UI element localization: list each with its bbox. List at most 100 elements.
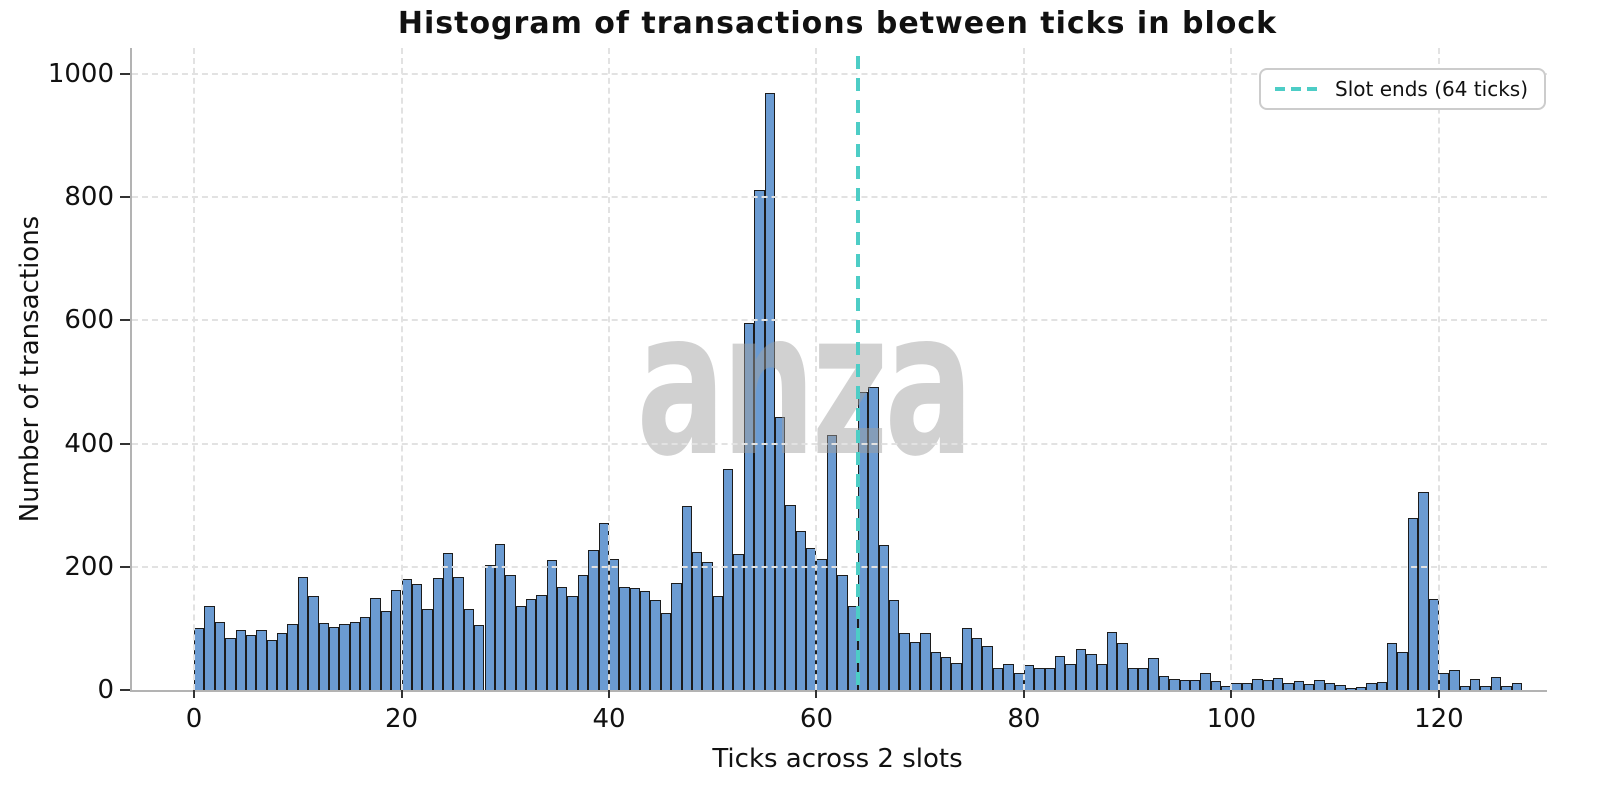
y-tick-mark [120, 565, 130, 568]
histogram-bar [909, 641, 921, 690]
histogram-bar [546, 560, 558, 690]
y-tick-label: 600 [64, 305, 114, 336]
histogram-bar [712, 596, 724, 690]
histogram-bar [1459, 685, 1470, 690]
histogram-bar [1075, 648, 1087, 690]
histogram-bar [723, 469, 734, 690]
histogram-bar [1355, 686, 1367, 690]
histogram-bar [588, 550, 599, 690]
gridline-vertical [1022, 48, 1025, 690]
y-tick-mark [120, 689, 130, 691]
histogram-bar [328, 626, 340, 690]
histogram-bar [1065, 664, 1076, 690]
histogram-bar [349, 622, 360, 690]
histogram-bar [1231, 682, 1242, 690]
histogram-bar [992, 667, 1004, 690]
histogram-bar [505, 574, 516, 690]
histogram-bar [474, 625, 485, 690]
histogram-bar [733, 553, 744, 690]
gridline-horizontal [132, 319, 1547, 322]
gridline-horizontal [132, 565, 1547, 568]
histogram-bar [1304, 684, 1315, 690]
x-tick-mark [1437, 690, 1440, 698]
histogram-bar [619, 587, 630, 690]
histogram-bar [1055, 656, 1066, 690]
histogram-bar [567, 596, 578, 690]
histogram-bar [214, 621, 226, 690]
histogram-bar [826, 434, 838, 690]
histogram-bar [972, 638, 983, 690]
histogram-bar [1158, 675, 1170, 690]
histogram-bar [889, 600, 900, 690]
histogram-bar [982, 646, 993, 690]
histogram-bar [1511, 682, 1522, 690]
histogram-bar [878, 545, 890, 690]
histogram-bar [702, 561, 713, 690]
x-tick-mark [607, 690, 610, 698]
histogram-bar [1117, 643, 1128, 690]
histogram-bar [318, 622, 329, 690]
y-tick-label: 200 [64, 551, 114, 582]
histogram-bar [1241, 682, 1253, 690]
histogram-bar [515, 606, 526, 690]
x-axis-label: Ticks across 2 slots [712, 744, 963, 774]
histogram-bar [1148, 657, 1159, 690]
y-tick-label: 400 [64, 428, 114, 459]
y-tick-mark [120, 73, 130, 75]
y-tick-mark [120, 196, 130, 199]
histogram-bar [629, 588, 641, 690]
histogram-bar [1314, 679, 1325, 690]
histogram-bar [577, 574, 589, 690]
histogram-bar [453, 576, 464, 690]
histogram-bar [774, 416, 786, 690]
histogram-bar [1293, 680, 1305, 690]
histogram-bar [526, 599, 537, 690]
histogram-bar [1283, 683, 1294, 690]
histogram-bar [1501, 685, 1512, 690]
x-tick-label: 80 [1007, 704, 1041, 734]
histogram-bar [1252, 678, 1263, 690]
histogram-bar [1044, 667, 1056, 690]
x-tick-mark [1230, 690, 1233, 698]
histogram-bar [1449, 670, 1460, 690]
histogram-bar [339, 624, 350, 690]
histogram-bar [743, 323, 755, 690]
histogram-bar [1366, 683, 1377, 690]
histogram-bar [1169, 678, 1180, 690]
histogram-bar [660, 613, 672, 690]
histogram-bar [940, 657, 952, 690]
histogram-bar [194, 628, 205, 690]
gridline-vertical [1437, 48, 1440, 690]
histogram-bar [1096, 664, 1107, 690]
histogram-bar [1438, 672, 1450, 690]
histogram-bar [1345, 687, 1356, 690]
histogram-bar [245, 634, 257, 690]
histogram-bar [1376, 682, 1388, 690]
histogram-bar [235, 630, 246, 690]
histogram-bar [1387, 643, 1398, 690]
histogram-bar [277, 633, 288, 690]
watermark-text: anza [636, 268, 973, 501]
histogram-bar [1272, 678, 1284, 690]
histogram-bar [754, 189, 765, 690]
histogram-bar [795, 531, 807, 690]
histogram-bar [411, 584, 423, 690]
legend: Slot ends (64 ticks) [1259, 68, 1546, 110]
histogram-bar [608, 558, 620, 690]
histogram-bar [308, 595, 319, 690]
y-tick-label: 1000 [47, 59, 114, 89]
slot-end-line [855, 56, 860, 690]
histogram-bar [536, 594, 547, 690]
x-tick-label: 20 [384, 704, 419, 734]
gridline-horizontal [132, 196, 1547, 199]
histogram-bar [1138, 668, 1149, 690]
x-tick-mark [400, 690, 403, 698]
x-tick-label: 120 [1414, 704, 1464, 734]
histogram-bar [463, 609, 475, 690]
histogram-bar [256, 630, 267, 690]
histogram-bar [204, 605, 215, 690]
histogram-bar [1262, 679, 1273, 690]
histogram-bar [1407, 517, 1419, 690]
gridline-horizontal [132, 442, 1547, 445]
histogram-bar [370, 597, 381, 690]
